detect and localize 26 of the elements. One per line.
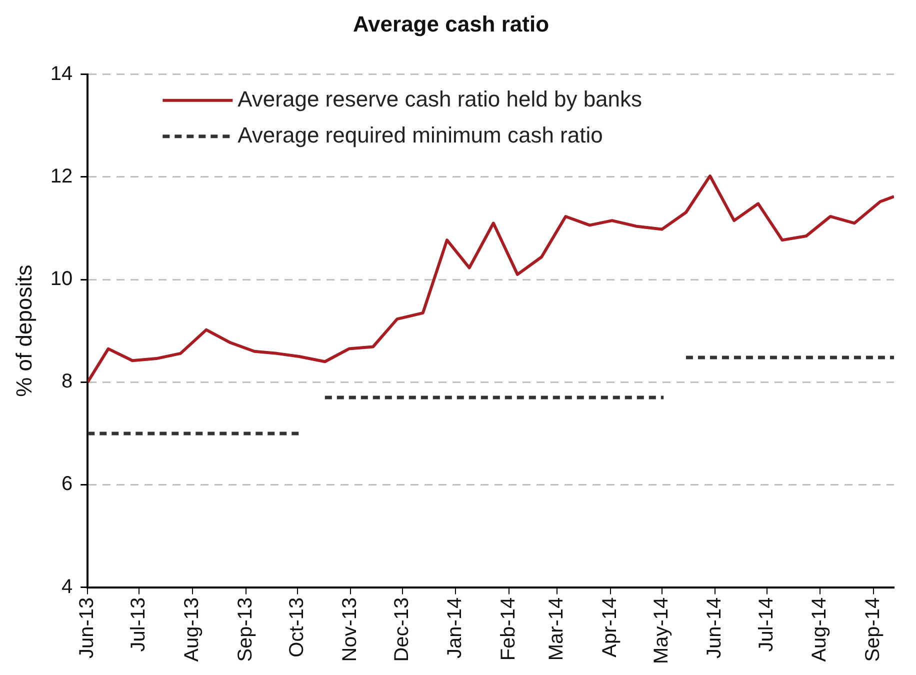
x-tick-label: Jul-14: [755, 597, 778, 652]
x-tick-label: Jun-13: [76, 597, 98, 658]
y-tick-label: 10: [50, 268, 73, 290]
y-tick-label: 8: [62, 370, 73, 393]
y-tick-label: 14: [50, 62, 73, 85]
x-tick-label: Mar-14: [546, 597, 568, 661]
x-tick-label: May-14: [650, 597, 672, 664]
legend-label: Average required minimum cash ratio: [238, 122, 603, 148]
x-tick-label: Sep-13: [234, 597, 256, 662]
y-tick-label: 4: [62, 576, 73, 598]
x-tick-label: Jun-14: [704, 597, 726, 658]
x-tick-label: Apr-14: [598, 597, 621, 658]
y-tick-label: 6: [62, 473, 73, 496]
legend-label: Average reserve cash ratio held by banks: [238, 86, 642, 112]
x-tick-label: Sep-14: [862, 597, 884, 662]
x-tick-label: Aug-13: [181, 597, 204, 662]
x-tick-label: Oct-13: [286, 597, 308, 658]
x-tick-label: Jul-13: [128, 597, 150, 652]
x-tick-label: Nov-13: [339, 597, 362, 662]
x-tick-label: Jan-14: [444, 597, 466, 658]
y-axis-title: % of deposits: [11, 264, 36, 397]
y-tick-label: 12: [50, 166, 73, 188]
chart-title: Average cash ratio: [352, 11, 550, 36]
x-tick-label: Aug-14: [808, 597, 831, 662]
x-tick-label: Feb-14: [497, 597, 520, 661]
x-tick-label: Dec-13: [390, 597, 413, 662]
